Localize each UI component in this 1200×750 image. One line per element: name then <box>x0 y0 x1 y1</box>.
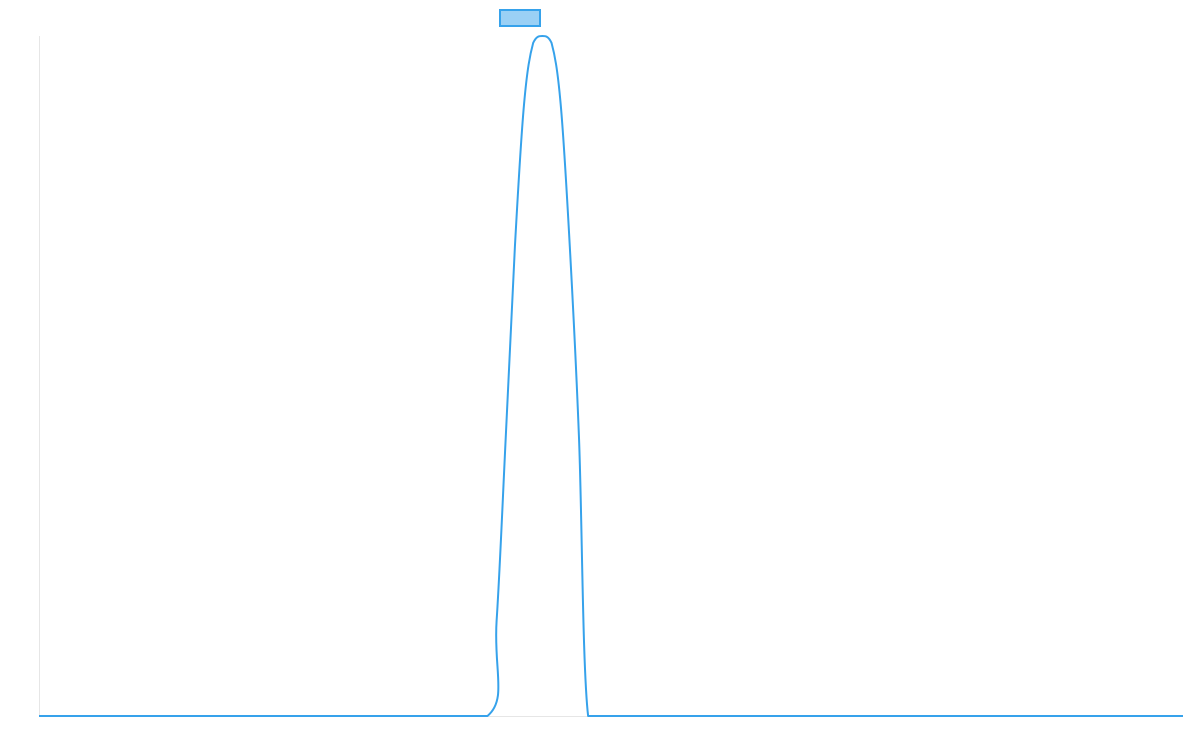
legend[interactable] <box>499 9 541 27</box>
axes <box>39 36 1183 717</box>
legend-swatch[interactable] <box>499 9 541 27</box>
series-line <box>39 35 1183 717</box>
series-layer <box>39 35 1183 717</box>
